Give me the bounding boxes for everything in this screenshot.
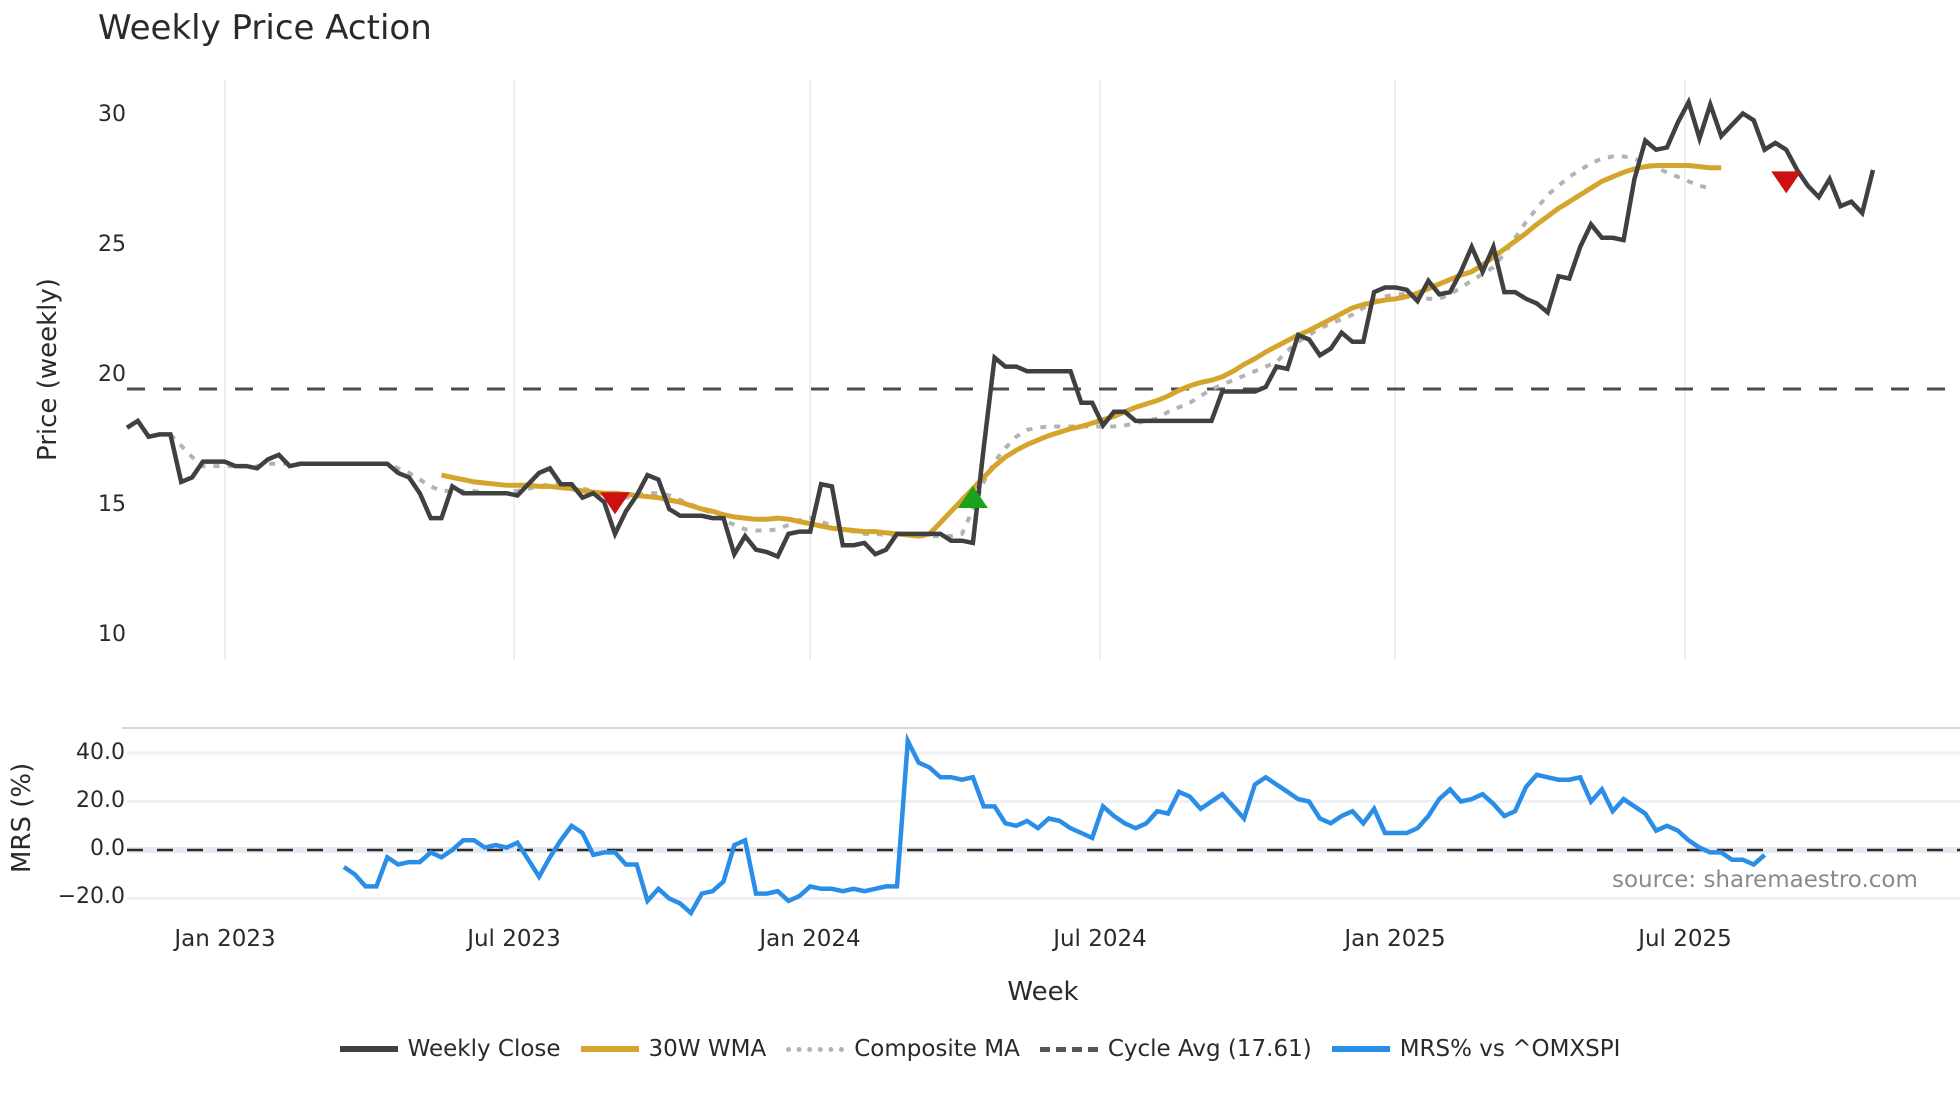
xtick: Jul 2023 [467, 926, 561, 952]
vertical-gridlines [224, 80, 1686, 660]
composite-ma-line [168, 154, 1711, 539]
legend-label: MRS% vs ^OMXSPI [1399, 1036, 1621, 1062]
legend-swatch-solid-gold [580, 1046, 639, 1052]
legend-swatch-dotted-gray [786, 1046, 845, 1052]
signal-markers [600, 171, 1802, 515]
legend-item-30w-wma[interactable]: 30W WMA [580, 1036, 767, 1062]
mrs-ylabel: MRS (%) [7, 762, 37, 873]
mrs-ytick: 40.0 [76, 740, 125, 765]
legend: Weekly Close 30W WMA Composite MA Cycle … [0, 1036, 1960, 1062]
mrs-line [342, 732, 1767, 917]
legend-label: Weekly Close [407, 1036, 561, 1062]
legend-label: 30W WMA [648, 1036, 767, 1062]
legend-item-cycle-avg[interactable]: Cycle Avg (17.61) [1039, 1036, 1312, 1062]
xtick: Jul 2025 [1638, 926, 1732, 952]
legend-label: Cycle Avg (17.61) [1107, 1036, 1312, 1062]
weekly-close-line [125, 96, 1876, 560]
legend-label: Composite MA [854, 1036, 1020, 1062]
legend-swatch-solid-dark [339, 1046, 398, 1052]
mrs-ytick: −20.0 [57, 884, 125, 909]
price-ylabel: Price (weekly) [33, 278, 63, 461]
legend-item-mrs[interactable]: MRS% vs ^OMXSPI [1331, 1036, 1621, 1062]
legend-swatch-dashed-gray [1039, 1046, 1098, 1052]
price-ytick: 25 [98, 232, 126, 257]
x-axis-label: Week [1007, 977, 1079, 1007]
xtick: Jan 2023 [174, 926, 276, 952]
legend-swatch-solid-blue [1331, 1046, 1390, 1052]
chart-title: Weekly Price Action [98, 8, 432, 48]
price-ytick: 15 [98, 492, 126, 517]
source-annotation: source: sharemaestro.com [1612, 867, 1918, 893]
xtick: Jan 2025 [1344, 926, 1446, 952]
legend-item-composite-ma[interactable]: Composite MA [786, 1036, 1020, 1062]
price-ytick: 10 [98, 622, 126, 647]
price-ytick: 20 [98, 362, 126, 387]
price-ytick: 30 [98, 102, 126, 127]
legend-item-weekly-close[interactable]: Weekly Close [339, 1036, 561, 1062]
mrs-ytick: 0.0 [90, 836, 125, 861]
wma-30w-line [440, 163, 1722, 539]
xtick: Jul 2024 [1053, 926, 1147, 952]
xtick: Jan 2024 [759, 926, 861, 952]
mrs-ytick: 20.0 [76, 788, 125, 813]
